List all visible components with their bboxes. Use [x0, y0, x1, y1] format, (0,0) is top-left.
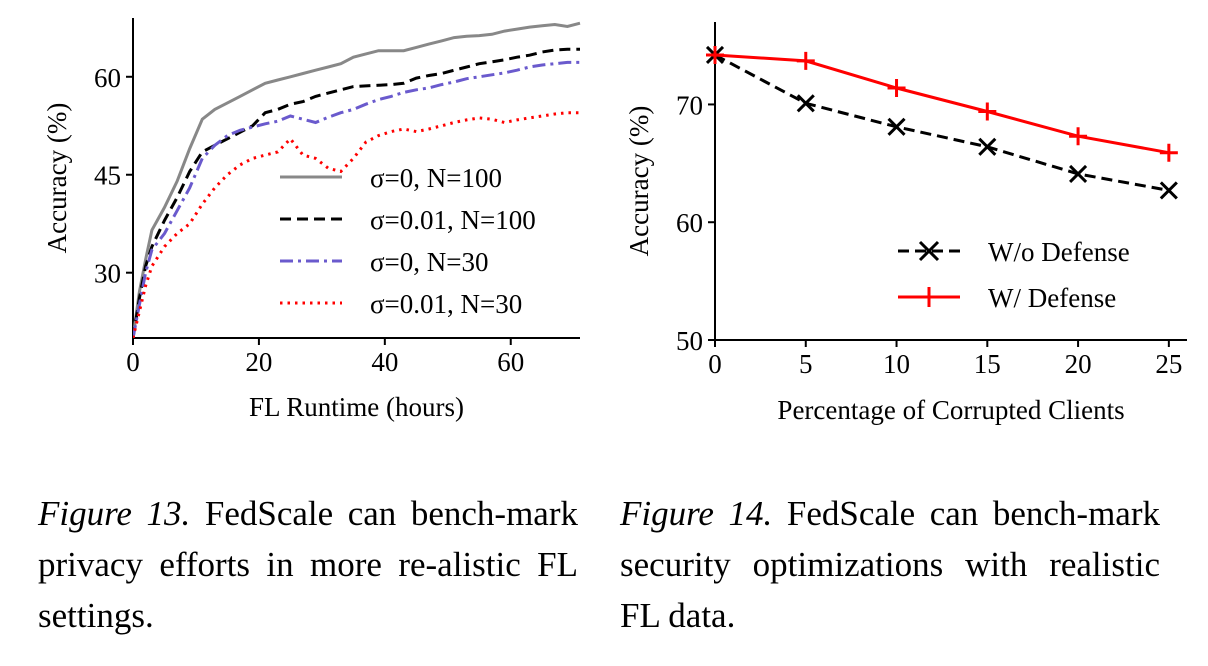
series-point — [887, 117, 906, 136]
x-tick-label: 20 — [1065, 349, 1092, 379]
x-tick-label: 20 — [245, 347, 272, 377]
legend-label: W/o Defense — [988, 237, 1130, 267]
series-line — [715, 53, 1170, 192]
series-point — [978, 102, 997, 121]
legend-marker — [918, 240, 940, 262]
x-tick-label: 0 — [126, 347, 140, 377]
legend-marker — [919, 287, 939, 307]
chart-security-corruption: 0 5 10 15 20 25 50 60 70 Percentage of Corrupted … — [624, 22, 1187, 425]
legend-label: σ=0.01, N=30 — [370, 289, 522, 319]
series-line — [715, 53, 1170, 155]
x-tick-label: 60 — [497, 347, 524, 377]
caption-figure-13: Figure 13. FedScale can bench-mark priva… — [38, 488, 578, 641]
series-point — [1159, 181, 1178, 200]
series-point — [1159, 143, 1178, 162]
caption-figure-14: Figure 14. FedScale can bench-mark secur… — [620, 488, 1160, 641]
x-tick-label: 25 — [1155, 349, 1182, 379]
y-tick-label: 60 — [676, 208, 703, 238]
legend-label: σ=0, N=100 — [370, 163, 502, 193]
caption-figure-13-label: Figure 13. — [38, 494, 191, 533]
series-line — [133, 21, 581, 338]
x-tick-label: 5 — [799, 349, 813, 379]
series-line — [133, 60, 580, 338]
series-point — [1069, 127, 1088, 146]
chart-privacy-runtime: 0 20 40 60 30 45 60 FL Runtime (hours) Accuracy … — [42, 18, 581, 422]
legend-label: σ=0, N=30 — [370, 247, 489, 277]
legend-label: W/ Defense — [988, 283, 1116, 313]
caption-figure-13-text: FedScale can bench-mark privacy efforts … — [38, 494, 578, 635]
y-axis-label: Accuracy (%) — [624, 106, 654, 257]
y-axis-label: Accuracy (%) — [42, 103, 72, 254]
x-axis-label: Percentage of Corrupted Clients — [777, 395, 1124, 425]
series-point — [796, 94, 815, 113]
series-line — [133, 111, 580, 338]
figures: 0 20 40 60 30 45 60 FL Runtime (hours) Accuracy … — [42, 18, 1187, 425]
y-tick-label: 30 — [94, 259, 121, 289]
x-axis-label: FL Runtime (hours) — [249, 392, 464, 422]
caption-figure-14-label: Figure 14. — [620, 494, 773, 533]
x-tick-label: 40 — [371, 347, 398, 377]
x-tick-label: 10 — [883, 349, 910, 379]
series-point — [706, 45, 724, 64]
x-tick-label: 0 — [708, 349, 722, 379]
series-line — [133, 47, 580, 338]
legend-label: σ=0.01, N=100 — [370, 205, 536, 235]
series-point — [978, 137, 997, 156]
series-point — [887, 78, 906, 97]
y-tick-label: 45 — [94, 161, 121, 191]
y-tick-label: 70 — [676, 90, 703, 120]
y-tick-label: 60 — [94, 63, 121, 93]
caption-figure-14-text: FedScale can bench-mark security optimiz… — [620, 494, 1160, 635]
y-tick-label: 50 — [676, 326, 703, 356]
series-point — [1069, 164, 1088, 183]
x-tick-label: 15 — [974, 349, 1001, 379]
series-point — [796, 51, 815, 70]
